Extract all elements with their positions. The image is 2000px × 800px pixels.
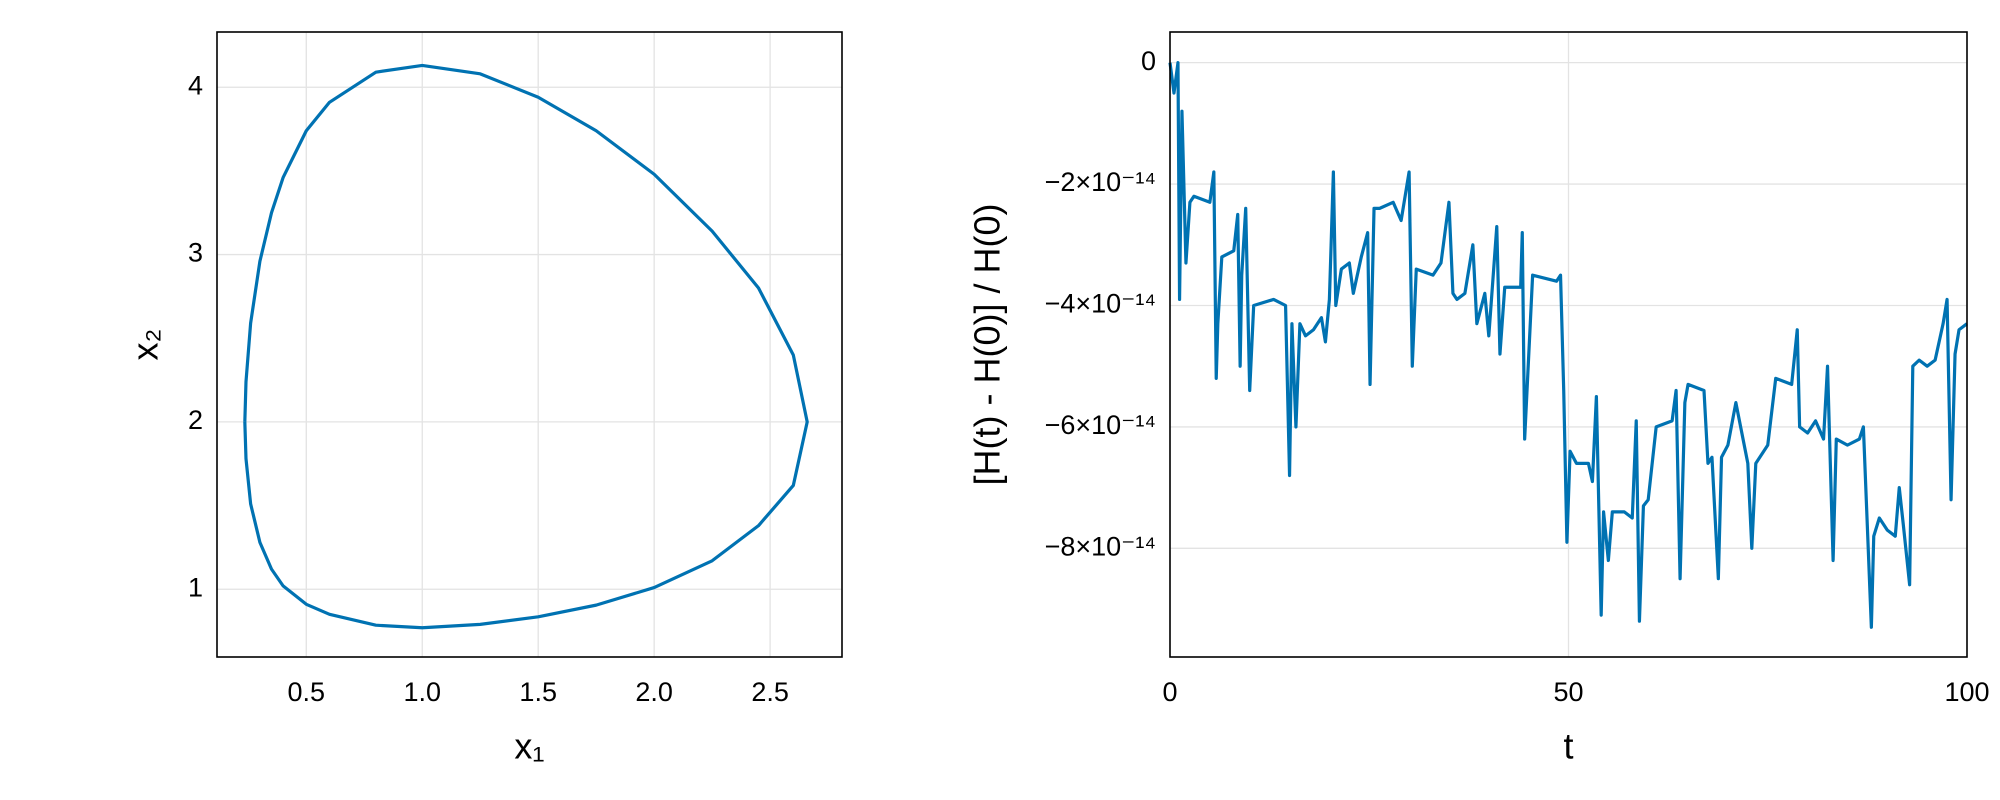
y-tick-label: −8×10⁻¹⁴ <box>1045 531 1156 561</box>
plot-frame <box>216 31 843 658</box>
y-tick-label: −6×10⁻¹⁴ <box>1045 410 1156 440</box>
x-tick-label: 100 <box>1944 677 1989 707</box>
y-tick-label: 0 <box>1141 46 1156 76</box>
y-axis-label: x₂ <box>125 329 166 361</box>
x-axis-label: t <box>1563 726 1573 767</box>
y-tick-label: 1 <box>188 572 203 602</box>
y-tick-label: 2 <box>188 405 203 435</box>
y-axis-label: [H(t) - H(0)] / H(0) <box>967 204 1008 486</box>
x-tick-label: 50 <box>1553 677 1583 707</box>
x-tick-label: 0 <box>1162 677 1177 707</box>
x-tick-label: 2.5 <box>751 677 789 707</box>
plot-frame <box>1169 31 1968 658</box>
x-axis-label: x₁ <box>514 726 544 767</box>
x-tick-label: 2.0 <box>635 677 673 707</box>
data-line <box>243 63 809 630</box>
y-tick-label: −4×10⁻¹⁴ <box>1045 289 1156 319</box>
x-tick-label: 1.5 <box>519 677 557 707</box>
y-tick-label: −2×10⁻¹⁴ <box>1045 167 1156 197</box>
y-tick-label: 3 <box>188 238 203 268</box>
x-tick-label: 1.0 <box>403 677 441 707</box>
data-line <box>1168 61 1968 629</box>
x-tick-label: 0.5 <box>288 677 326 707</box>
y-tick-label: 4 <box>188 70 203 100</box>
